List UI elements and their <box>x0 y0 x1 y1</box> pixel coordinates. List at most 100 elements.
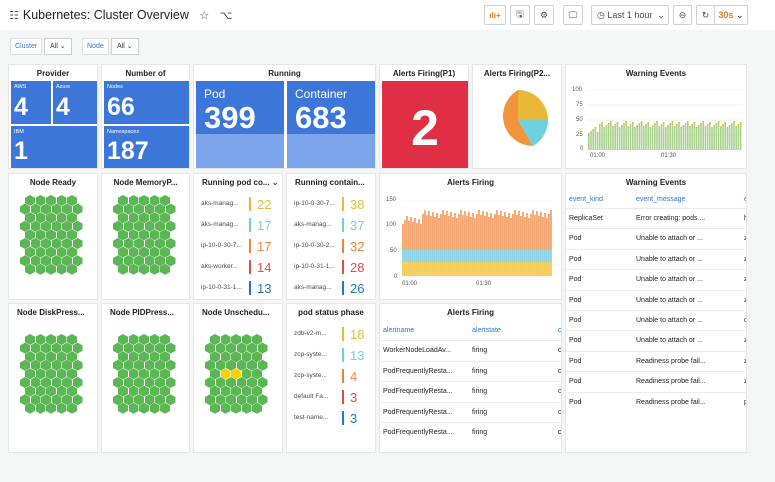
hex-cell[interactable] <box>128 195 139 206</box>
hex-cell[interactable] <box>72 342 83 354</box>
hex-cell[interactable] <box>139 334 149 345</box>
hex-cell[interactable] <box>210 351 220 363</box>
hex-cell[interactable] <box>128 402 139 414</box>
hex-cell[interactable] <box>247 359 257 371</box>
hex-cell[interactable] <box>226 359 236 371</box>
hex-cell[interactable] <box>241 351 252 363</box>
hex-cell[interactable] <box>35 229 46 241</box>
hex-cell[interactable] <box>67 263 77 275</box>
hex-cell[interactable] <box>128 263 139 275</box>
hex-cell[interactable] <box>205 377 215 388</box>
gauge-row[interactable]: zcp-syste... 13 <box>287 345 375 364</box>
hex-cell[interactable] <box>231 402 241 414</box>
column-header[interactable]: alertstate <box>472 327 501 334</box>
hex-cell[interactable] <box>149 385 160 397</box>
hex-cell[interactable] <box>155 220 165 232</box>
hex-cell[interactable] <box>236 342 247 354</box>
hex-cell[interactable] <box>41 377 51 388</box>
hex-cell[interactable] <box>62 203 72 215</box>
hex-cell[interactable] <box>160 263 170 275</box>
pod-stat[interactable]: Pod 399 <box>196 81 284 168</box>
hex-cell[interactable] <box>149 368 160 380</box>
hex-cell[interactable] <box>41 255 51 267</box>
hex-cell[interactable] <box>128 368 139 380</box>
hex-cell[interactable] <box>118 263 128 275</box>
hex-cell[interactable] <box>56 385 67 397</box>
hex-cell[interactable] <box>220 402 231 414</box>
hex-cell[interactable] <box>62 377 72 388</box>
hex-cell[interactable] <box>118 195 128 206</box>
hex-cell[interactable] <box>41 394 51 406</box>
hex-cell[interactable] <box>41 359 51 371</box>
hex-cell[interactable] <box>257 394 268 406</box>
hex-cell[interactable] <box>231 385 241 397</box>
hex-cell[interactable] <box>35 246 46 258</box>
hex-cell[interactable] <box>35 402 46 414</box>
gauge-row[interactable]: zcp-syste... 4 <box>287 366 375 385</box>
hex-cell[interactable] <box>41 220 51 232</box>
hex-cell[interactable] <box>165 220 176 232</box>
hex-cell[interactable] <box>155 238 165 249</box>
hex-cell[interactable] <box>35 385 46 397</box>
hex-cell[interactable] <box>118 351 128 363</box>
hex-cell[interactable] <box>165 377 176 388</box>
add-panel-button[interactable]: ılı+ <box>484 5 506 25</box>
hex-cell[interactable] <box>160 334 170 345</box>
gauge-row[interactable]: aks-manag... 37 <box>287 215 375 234</box>
hex-cell[interactable] <box>160 229 170 241</box>
hex-cell[interactable] <box>56 368 67 380</box>
hex-cell[interactable] <box>25 263 35 275</box>
gauge-row[interactable]: ip-10-0-31-1... 13 <box>194 278 282 297</box>
hex-cell[interactable] <box>144 377 155 388</box>
hex-cell[interactable] <box>51 394 62 406</box>
hex-cell[interactable] <box>257 377 268 388</box>
hex-cell[interactable] <box>62 220 72 232</box>
cluster-variable-select[interactable]: All ⌄ <box>44 38 72 55</box>
hex-cell[interactable] <box>160 195 170 206</box>
table-row[interactable]: Pod Readiness probe fail... p <box>566 391 746 412</box>
hex-cell[interactable] <box>113 377 123 388</box>
hex-cell[interactable] <box>30 203 41 215</box>
hex-cell[interactable] <box>20 203 30 215</box>
hex-cell[interactable] <box>257 342 268 354</box>
dashboard-title[interactable]: ☷ Kubernetes: Cluster Overview ☆ ⌥ <box>9 8 233 22</box>
azure-stat[interactable]: Azure 4 <box>53 81 97 124</box>
aws-stat[interactable]: AWS 4 <box>11 81 51 124</box>
hex-cell[interactable] <box>118 402 128 414</box>
hex-cell[interactable] <box>144 255 155 267</box>
table-row[interactable]: PodFrequentlyResta... firing c <box>380 360 561 381</box>
hex-cell[interactable] <box>118 229 128 241</box>
hex-cell[interactable] <box>20 394 30 406</box>
hex-cell[interactable] <box>155 255 165 267</box>
gauge-row[interactable]: ip-10-0-30-7... 38 <box>287 194 375 213</box>
hex-cell[interactable] <box>67 402 77 414</box>
hex-cell[interactable] <box>51 203 62 215</box>
hex-cell[interactable] <box>35 368 46 380</box>
hex-cell[interactable] <box>25 195 35 206</box>
hex-cell[interactable] <box>30 255 41 267</box>
hex-cell[interactable] <box>62 255 72 267</box>
hex-cell[interactable] <box>165 342 176 354</box>
hex-cell[interactable] <box>20 377 30 388</box>
hex-cell[interactable] <box>56 351 67 363</box>
column-header[interactable]: e <box>744 196 746 203</box>
hex-cell[interactable] <box>128 351 139 363</box>
column-header[interactable]: alertname <box>383 327 415 334</box>
hex-cell[interactable] <box>139 212 149 224</box>
hex-cell[interactable] <box>30 394 41 406</box>
hex-cell[interactable] <box>56 402 67 414</box>
hex-cell[interactable] <box>236 377 247 388</box>
hex-cell[interactable] <box>149 334 160 345</box>
hex-cell[interactable] <box>139 195 149 206</box>
hex-cell[interactable] <box>118 212 128 224</box>
hex-cell[interactable] <box>134 255 144 267</box>
hex-cell[interactable] <box>46 368 56 380</box>
hex-cell[interactable] <box>25 368 35 380</box>
hex-cell[interactable] <box>241 368 252 380</box>
hex-cell[interactable] <box>220 351 231 363</box>
hex-cell[interactable] <box>72 394 83 406</box>
hex-cell[interactable] <box>30 220 41 232</box>
hex-cell[interactable] <box>123 377 134 388</box>
hex-cell[interactable] <box>51 342 62 354</box>
gauge-row[interactable]: ip-10-0-30-7... 17 <box>194 236 282 255</box>
